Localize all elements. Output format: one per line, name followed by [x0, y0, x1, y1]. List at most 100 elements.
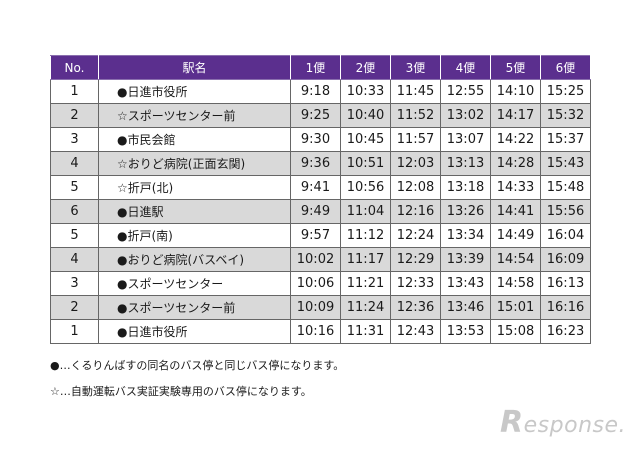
departure-time: 12:16 [390, 199, 441, 224]
header-trip-4: 4便 [440, 55, 491, 80]
departure-time: 13:46 [440, 295, 491, 320]
departure-time: 13:43 [440, 271, 491, 296]
table-row: 5 ☆折戸(北) 9:41 10:56 12:08 13:18 14:33 15:48 [50, 175, 591, 200]
departure-time: 11:57 [390, 127, 441, 152]
departure-time: 13:07 [440, 127, 491, 152]
stop-number: 2 [50, 295, 99, 320]
departure-time: 11:04 [340, 199, 391, 224]
departure-time: 9:18 [290, 79, 341, 104]
response-logo: Response. [500, 405, 626, 440]
departure-time: 10:56 [340, 175, 391, 200]
stop-number: 6 [50, 199, 99, 224]
departure-time: 14:22 [490, 127, 541, 152]
header-row: No. 駅名 1便 2便 3便 4便 5便 6便 [50, 55, 591, 80]
table-row: 4 ●おりど病院(バスベイ) 10:02 11:17 12:29 13:39 14:54 16… [50, 247, 591, 272]
departure-time: 14:10 [490, 79, 541, 104]
timetable-body: 1 ●日進市役所 9:18 10:33 11:45 12:55 14:10 15:25 2 ☆スポ… [50, 79, 591, 344]
departure-time: 13:53 [440, 319, 491, 344]
departure-time: 12:03 [390, 151, 441, 176]
stop-number: 4 [50, 247, 99, 272]
stop-number: 3 [50, 271, 99, 296]
departure-time: 15:08 [490, 319, 541, 344]
departure-time: 13:02 [440, 103, 491, 128]
departure-time: 14:58 [490, 271, 541, 296]
departure-time: 11:52 [390, 103, 441, 128]
stop-number: 1 [50, 319, 99, 344]
departure-time: 13:34 [440, 223, 491, 248]
departure-time: 11:45 [390, 79, 441, 104]
departure-time: 14:49 [490, 223, 541, 248]
departure-time: 12:36 [390, 295, 441, 320]
departure-time: 10:33 [340, 79, 391, 104]
header-trip-2: 2便 [340, 55, 391, 80]
stop-name: ☆スポーツセンター前 [98, 103, 291, 128]
stop-name: ●スポーツセンター前 [98, 295, 291, 320]
departure-time: 15:01 [490, 295, 541, 320]
departure-time: 12:43 [390, 319, 441, 344]
stop-number: 1 [50, 79, 99, 104]
stop-number: 2 [50, 103, 99, 128]
stop-number: 5 [50, 175, 99, 200]
departure-time: 14:33 [490, 175, 541, 200]
table-row: 3 ●市民会館 9:30 10:45 11:57 13:07 14:22 15:37 [50, 127, 591, 152]
departure-time: 10:02 [290, 247, 341, 272]
stop-name: ●日進市役所 [98, 319, 291, 344]
departure-time: 14:17 [490, 103, 541, 128]
stop-name: ●おりど病院(バスベイ) [98, 247, 291, 272]
table-row: 4 ☆おりど病院(正面玄関) 9:36 10:51 12:03 13:13 14:28 15:… [50, 151, 591, 176]
table-row: 2 ☆スポーツセンター前 9:25 10:40 11:52 13:02 14:17 15:32 [50, 103, 591, 128]
departure-time: 9:49 [290, 199, 341, 224]
departure-time: 10:45 [340, 127, 391, 152]
departure-time: 10:51 [340, 151, 391, 176]
departure-time: 15:37 [540, 127, 591, 152]
table-row: 6 ●日進駅 9:49 11:04 12:16 13:26 14:41 15:56 [50, 199, 591, 224]
departure-time: 12:24 [390, 223, 441, 248]
departure-time: 16:13 [540, 271, 591, 296]
departure-time: 11:24 [340, 295, 391, 320]
stop-name: ☆折戸(北) [98, 175, 291, 200]
departure-time: 9:41 [290, 175, 341, 200]
departure-time: 10:09 [290, 295, 341, 320]
departure-time: 15:43 [540, 151, 591, 176]
departure-time: 13:13 [440, 151, 491, 176]
departure-time: 13:18 [440, 175, 491, 200]
departure-time: 15:48 [540, 175, 591, 200]
table-row: 5 ●折戸(南) 9:57 11:12 12:24 13:34 14:49 16:04 [50, 223, 591, 248]
stop-name: ●市民会館 [98, 127, 291, 152]
stop-name: ●折戸(南) [98, 223, 291, 248]
note-white-star: ☆…自動運転バス実証実験専用のバス停になります。 [50, 385, 312, 398]
bus-timetable: No. 駅名 1便 2便 3便 4便 5便 6便 1 ●日進市役所 9:18 10:33 11:45 1… [50, 55, 591, 344]
departure-time: 12:33 [390, 271, 441, 296]
table-row: 3 ●スポーツセンター 10:06 11:21 12:33 13:43 14:58 16:13 [50, 271, 591, 296]
departure-time: 16:16 [540, 295, 591, 320]
departure-time: 15:56 [540, 199, 591, 224]
header-trip-1: 1便 [290, 55, 341, 80]
departure-time: 12:55 [440, 79, 491, 104]
departure-time: 14:41 [490, 199, 541, 224]
header-trip-5: 5便 [490, 55, 541, 80]
departure-time: 16:09 [540, 247, 591, 272]
departure-time: 15:25 [540, 79, 591, 104]
header-stop-name: 駅名 [98, 55, 291, 80]
departure-time: 10:40 [340, 103, 391, 128]
departure-time: 14:54 [490, 247, 541, 272]
departure-time: 10:16 [290, 319, 341, 344]
table-row: 1 ●日進市役所 9:18 10:33 11:45 12:55 14:10 15:25 [50, 79, 591, 104]
header-trip-6: 6便 [540, 55, 591, 80]
legend-notes: ●…くるりんばすの同名のバス停と同じバス停になります。 ☆…自動運転バス実証実験… [50, 353, 344, 405]
header-trip-3: 3便 [390, 55, 441, 80]
departure-time: 9:36 [290, 151, 341, 176]
departure-time: 11:17 [340, 247, 391, 272]
departure-time: 9:57 [290, 223, 341, 248]
departure-time: 9:25 [290, 103, 341, 128]
departure-time: 12:08 [390, 175, 441, 200]
stop-name: ●スポーツセンター [98, 271, 291, 296]
stop-name: ☆おりど病院(正面玄関) [98, 151, 291, 176]
departure-time: 9:30 [290, 127, 341, 152]
header-no: No. [50, 55, 99, 80]
departure-time: 16:23 [540, 319, 591, 344]
departure-time: 13:39 [440, 247, 491, 272]
note-black-circle: ●…くるりんばすの同名のバス停と同じバス停になります。 [50, 359, 345, 372]
stop-name: ●日進市役所 [98, 79, 291, 104]
departure-time: 15:32 [540, 103, 591, 128]
